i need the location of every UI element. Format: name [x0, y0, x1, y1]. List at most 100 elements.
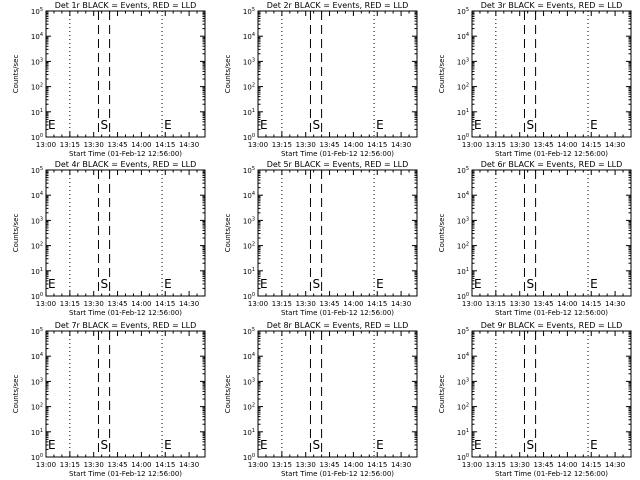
marker-label: E: [474, 118, 482, 132]
y-tick-label: 100: [457, 133, 469, 142]
chart-title: Det 4r BLACK = Events, RED = LLD: [55, 160, 197, 169]
plot-frame: [45, 169, 206, 297]
x-tick-label: 14:30: [605, 141, 625, 149]
y-tick-label: 100: [243, 453, 255, 462]
x-tick-label: 13:00: [248, 141, 268, 149]
y-tick-label: 105: [457, 327, 469, 336]
x-tick-label: 13:15: [486, 141, 506, 149]
marker-label: E: [376, 438, 384, 452]
y-tick-label: 102: [457, 83, 469, 92]
x-tick-label: 14:15: [155, 300, 175, 308]
x-tick-label: 13:30: [84, 300, 104, 308]
x-tick-label: 13:45: [107, 141, 127, 149]
y-tick-label: 100: [243, 292, 255, 301]
x-tick-label: 13:30: [296, 461, 316, 469]
x-tick-label: 13:00: [248, 461, 268, 469]
x-tick-label: 13:00: [36, 141, 56, 149]
x-tick-label: 13:15: [272, 300, 292, 308]
marker-label: E: [164, 438, 172, 452]
x-axis-label: Start Time (01-Feb-12 12:56:00): [281, 309, 394, 317]
y-axis-label: Counts/sec: [438, 55, 446, 94]
y-tick-label: 105: [243, 327, 255, 336]
marker-label: S: [312, 438, 320, 452]
y-tick-label: 103: [457, 57, 469, 66]
y-axis-label: Counts/sec: [12, 214, 20, 253]
x-axis-label: Start Time (01-Feb-12 12:56:00): [281, 470, 394, 478]
x-tick-label: 13:30: [84, 141, 104, 149]
chart-title: Det 3r BLACK = Events, RED = LLD: [481, 1, 623, 10]
x-tick-label: 13:30: [510, 300, 530, 308]
y-tick-label: 105: [243, 7, 255, 16]
y-tick-label: 103: [457, 377, 469, 386]
x-tick-label: 13:45: [319, 300, 339, 308]
x-tick-label: 13:30: [296, 300, 316, 308]
y-tick-label: 103: [243, 57, 255, 66]
chart-title: Det 9r BLACK = Events, RED = LLD: [481, 321, 623, 330]
chart-title: Det 6r BLACK = Events, RED = LLD: [481, 160, 623, 169]
y-tick-label: 102: [243, 83, 255, 92]
x-tick-label: 14:15: [581, 141, 601, 149]
marker-label: E: [260, 118, 268, 132]
x-tick-label: 14:30: [179, 300, 199, 308]
x-axis-label: Start Time (01-Feb-12 12:56:00): [495, 150, 608, 158]
chart-panel-9: Det 9r BLACK = Events, RED = LLD 100 101 10…: [438, 321, 632, 478]
y-axis-label: Counts/sec: [224, 55, 232, 94]
marker-label: E: [260, 277, 268, 291]
x-tick-label: 13:15: [272, 461, 292, 469]
y-tick-label: 101: [31, 108, 43, 117]
y-tick-label: 105: [31, 166, 43, 175]
marker-label: S: [100, 438, 108, 452]
x-tick-label: 14:30: [179, 141, 199, 149]
x-tick-label: 14:00: [131, 461, 151, 469]
marker-label: S: [526, 438, 534, 452]
marker-label: E: [48, 438, 56, 452]
y-tick-label: 101: [31, 267, 43, 276]
y-tick-label: 105: [457, 166, 469, 175]
x-tick-label: 14:00: [343, 141, 363, 149]
chart-title: Det 8r BLACK = Events, RED = LLD: [267, 321, 409, 330]
x-axis-label: Start Time (01-Feb-12 12:56:00): [495, 470, 608, 478]
x-tick-label: 14:15: [581, 300, 601, 308]
chart-panel-7: Det 7r BLACK = Events, RED = LLD 100 101 10…: [12, 321, 206, 478]
x-tick-label: 13:00: [462, 461, 482, 469]
marker-label: E: [164, 277, 172, 291]
x-tick-label: 14:30: [605, 461, 625, 469]
y-tick-label: 105: [243, 166, 255, 175]
marker-label: S: [312, 118, 320, 132]
marker-label: S: [526, 118, 534, 132]
chart-panel-5: Det 5r BLACK = Events, RED = LLD 100 101 10…: [224, 160, 418, 317]
y-tick-label: 100: [457, 453, 469, 462]
y-axis-label: Counts/sec: [438, 375, 446, 414]
x-tick-label: 14:15: [581, 461, 601, 469]
x-tick-label: 14:30: [179, 461, 199, 469]
marker-label: E: [474, 438, 482, 452]
x-tick-label: 13:30: [510, 461, 530, 469]
chart-title: Det 5r BLACK = Events, RED = LLD: [267, 160, 409, 169]
marker-label: E: [164, 118, 172, 132]
marker-label: E: [48, 277, 56, 291]
y-tick-label: 101: [457, 108, 469, 117]
x-tick-label: 13:00: [248, 300, 268, 308]
x-axis-label: Start Time (01-Feb-12 12:56:00): [69, 309, 182, 317]
plot-frame: [471, 10, 632, 138]
x-tick-label: 13:00: [36, 300, 56, 308]
y-tick-label: 102: [31, 242, 43, 251]
x-tick-label: 13:45: [319, 141, 339, 149]
marker-label: S: [100, 277, 108, 291]
y-tick-label: 100: [457, 292, 469, 301]
x-tick-label: 14:15: [155, 141, 175, 149]
chart-panel-8: Det 8r BLACK = Events, RED = LLD 100 101 10…: [224, 321, 418, 478]
y-tick-label: 103: [31, 377, 43, 386]
x-tick-label: 13:30: [84, 461, 104, 469]
marker-label: E: [376, 118, 384, 132]
y-axis-label: Counts/sec: [12, 55, 20, 94]
y-tick-label: 103: [31, 216, 43, 225]
marker-label: S: [312, 277, 320, 291]
x-axis-label: Start Time (01-Feb-12 12:56:00): [495, 309, 608, 317]
chart-title: Det 7r BLACK = Events, RED = LLD: [55, 321, 197, 330]
y-tick-label: 100: [31, 133, 43, 142]
y-tick-label: 101: [31, 428, 43, 437]
plot-frame: [257, 330, 418, 458]
y-tick-label: 104: [457, 191, 469, 200]
y-tick-label: 102: [243, 403, 255, 412]
